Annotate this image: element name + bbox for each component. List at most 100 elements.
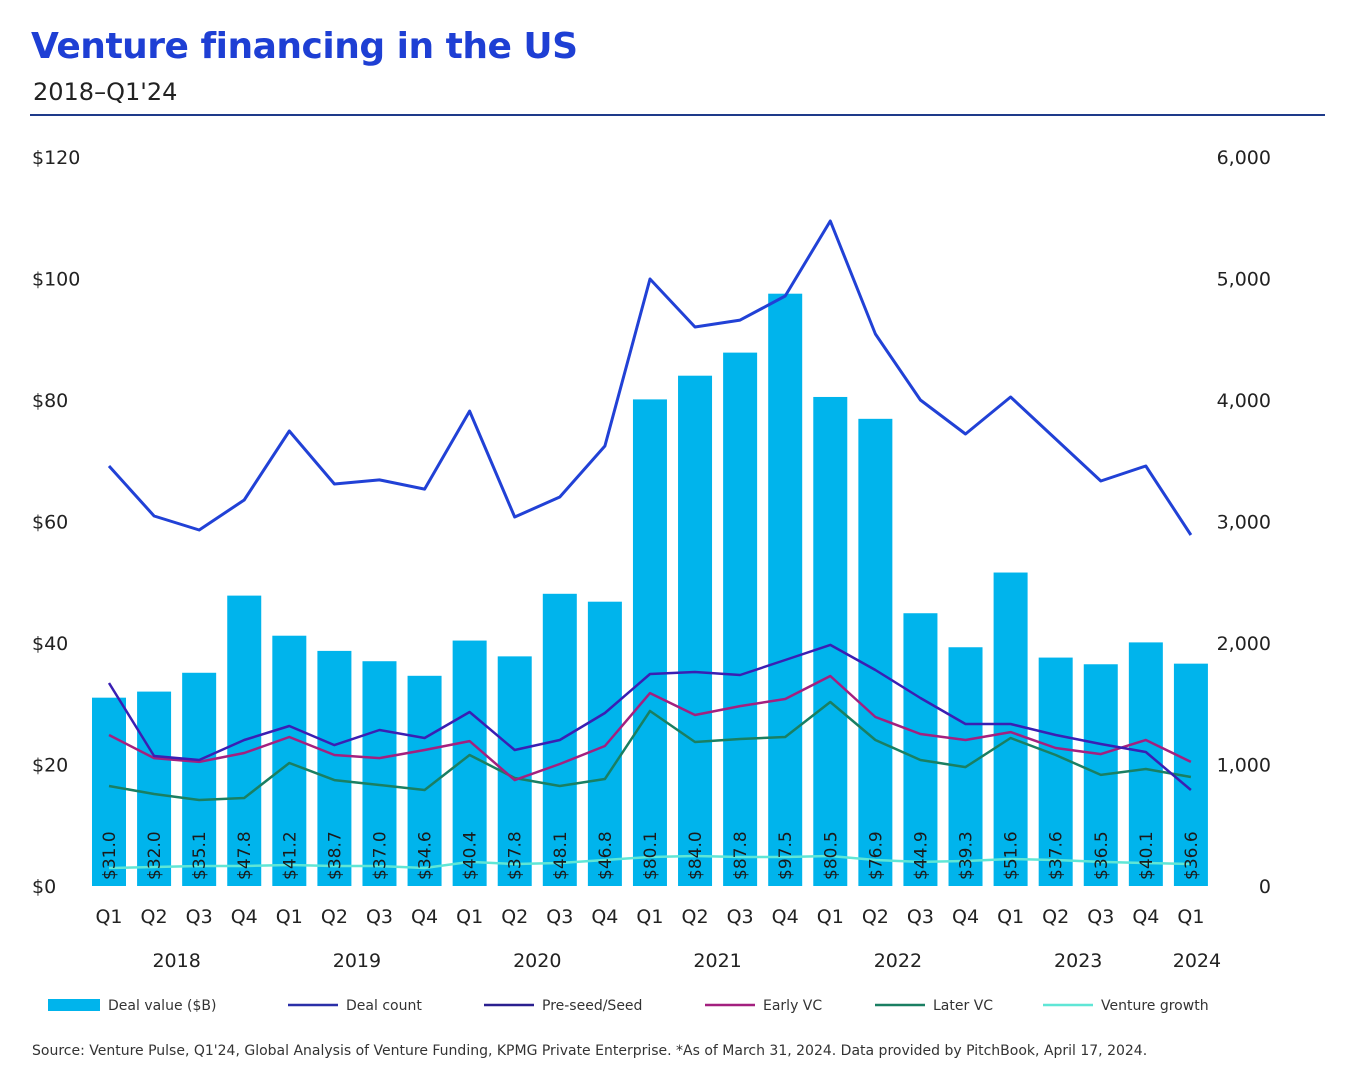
- bar-deal-value: [678, 375, 713, 886]
- bar-deal-value: [813, 396, 848, 886]
- legend-label: Later VC: [933, 998, 993, 1014]
- bar-deal-value: [1128, 642, 1163, 886]
- bar-data-label: $76.9: [866, 831, 886, 880]
- title-divider: [30, 114, 1325, 116]
- bar-data-label: $32.0: [145, 831, 165, 880]
- line-pre-seed-seed: [107, 643, 1192, 791]
- bar-deal-value: [903, 613, 938, 886]
- bar-data-label: $48.1: [551, 831, 571, 880]
- source-note: Source: Venture Pulse, Q1'24, Global Ana…: [32, 1043, 1148, 1059]
- x-tick-label: Q1: [636, 906, 663, 928]
- y-left-tick-label: $80: [32, 390, 68, 412]
- x-tick-label: Q1: [817, 906, 844, 928]
- chart-subtitle: 2018–Q1'24: [33, 78, 178, 106]
- x-tick-label: Q4: [231, 906, 258, 928]
- x-tick-label: Q1: [997, 906, 1024, 928]
- bar-data-label: $38.7: [325, 831, 345, 880]
- chart-title: Venture financing in the US: [31, 26, 578, 67]
- x-tick-label: Q1: [1177, 906, 1204, 928]
- year-label: 2024: [1173, 950, 1221, 972]
- y-left-tick-label: $40: [32, 633, 68, 655]
- x-tick-label: Q4: [772, 906, 799, 928]
- x-tick-label: Q2: [141, 906, 168, 928]
- bar-data-label: $35.1: [190, 831, 210, 880]
- line-later-vc: [108, 700, 1192, 802]
- year-label: 2019: [333, 950, 381, 972]
- bar-deal-value: [92, 697, 126, 886]
- y-right-tick-label: 6,000: [1217, 147, 1271, 169]
- bar-data-label: $80.1: [641, 831, 661, 880]
- bar-data-label: $40.1: [1137, 831, 1157, 880]
- x-tick-label: Q3: [727, 906, 754, 928]
- y-right-tick-label: 1,000: [1217, 755, 1271, 777]
- bar-data-label: $37.8: [506, 831, 526, 880]
- y-right-tick-label: 3,000: [1217, 512, 1271, 534]
- x-tick-label: Q2: [862, 906, 889, 928]
- x-tick-label: Q1: [276, 906, 303, 928]
- bar-data-label: $34.6: [416, 831, 436, 880]
- bar-deal-value: [632, 399, 667, 886]
- legend-swatch-deal-value: [48, 999, 100, 1011]
- bar-data-label: $41.2: [280, 831, 300, 880]
- year-label: 2022: [874, 950, 922, 972]
- bar-deal-value: [182, 672, 217, 886]
- x-tick-label: Q2: [1042, 906, 1069, 928]
- bar-deal-value: [993, 572, 1028, 886]
- x-tick-label: Q4: [1132, 906, 1159, 928]
- year-label: 2023: [1054, 950, 1102, 972]
- bar-data-label: $87.8: [731, 831, 751, 880]
- line-venture-growth: [108, 854, 1191, 870]
- x-tick-label: Q1: [456, 906, 483, 928]
- legend-label: Venture growth: [1101, 998, 1209, 1014]
- x-tick-label: Q2: [682, 906, 709, 928]
- legend-label: Deal count: [346, 998, 422, 1014]
- bar-data-label: $37.0: [370, 831, 390, 880]
- bar-data-label: $40.4: [461, 831, 481, 880]
- y-left-tick-label: $100: [32, 269, 80, 291]
- year-label: 2021: [693, 950, 741, 972]
- bar-data-label: $80.5: [821, 831, 841, 880]
- bar-deal-value: [723, 352, 758, 886]
- bar-data-label: $97.5: [776, 831, 796, 880]
- bar-deal-value: [317, 650, 352, 886]
- y-right-tick-label: 5,000: [1217, 269, 1271, 291]
- x-tick-label: Q4: [952, 906, 979, 928]
- x-tick-label: Q1: [95, 906, 122, 928]
- legend-label: Pre-seed/Seed: [542, 998, 642, 1014]
- line-deal-count: [107, 219, 1193, 536]
- y-right-tick-label: 2,000: [1217, 633, 1271, 655]
- bar-deal-value: [362, 661, 397, 886]
- legend-label: Deal value ($B): [108, 998, 216, 1014]
- y-left-tick-label: $120: [32, 147, 80, 169]
- bar-data-label: $36.5: [1092, 831, 1112, 880]
- bar-data-label: $31.0: [100, 831, 120, 880]
- bar-data-label: $84.0: [686, 831, 706, 880]
- bar-data-label: $47.8: [235, 831, 255, 880]
- bar-data-label: $36.6: [1182, 831, 1202, 880]
- bar-deal-value: [768, 293, 803, 886]
- bar-data-label: $37.6: [1047, 831, 1067, 880]
- x-tick-label: Q2: [321, 906, 348, 928]
- y-right-tick-label: 0: [1259, 876, 1271, 898]
- x-tick-label: Q2: [501, 906, 528, 928]
- legend-label: Early VC: [763, 998, 822, 1014]
- bar-deal-value: [137, 691, 172, 886]
- line-early-vc: [108, 674, 1192, 782]
- bar-deal-value: [1038, 657, 1073, 886]
- x-tick-label: Q3: [907, 906, 934, 928]
- x-tick-label: Q3: [186, 906, 213, 928]
- y-left-tick-label: $20: [32, 755, 68, 777]
- x-tick-label: Q3: [366, 906, 393, 928]
- bar-data-label: $46.8: [596, 831, 616, 880]
- year-label: 2018: [152, 950, 200, 972]
- x-tick-label: Q3: [1087, 906, 1114, 928]
- x-tick-label: Q4: [411, 906, 438, 928]
- x-tick-label: Q4: [591, 906, 618, 928]
- y-left-tick-label: $60: [32, 512, 68, 534]
- bar-deal-value: [272, 635, 307, 886]
- y-left-tick-label: $0: [32, 876, 56, 898]
- bar-data-label: $44.9: [911, 831, 931, 880]
- x-tick-label: Q3: [546, 906, 573, 928]
